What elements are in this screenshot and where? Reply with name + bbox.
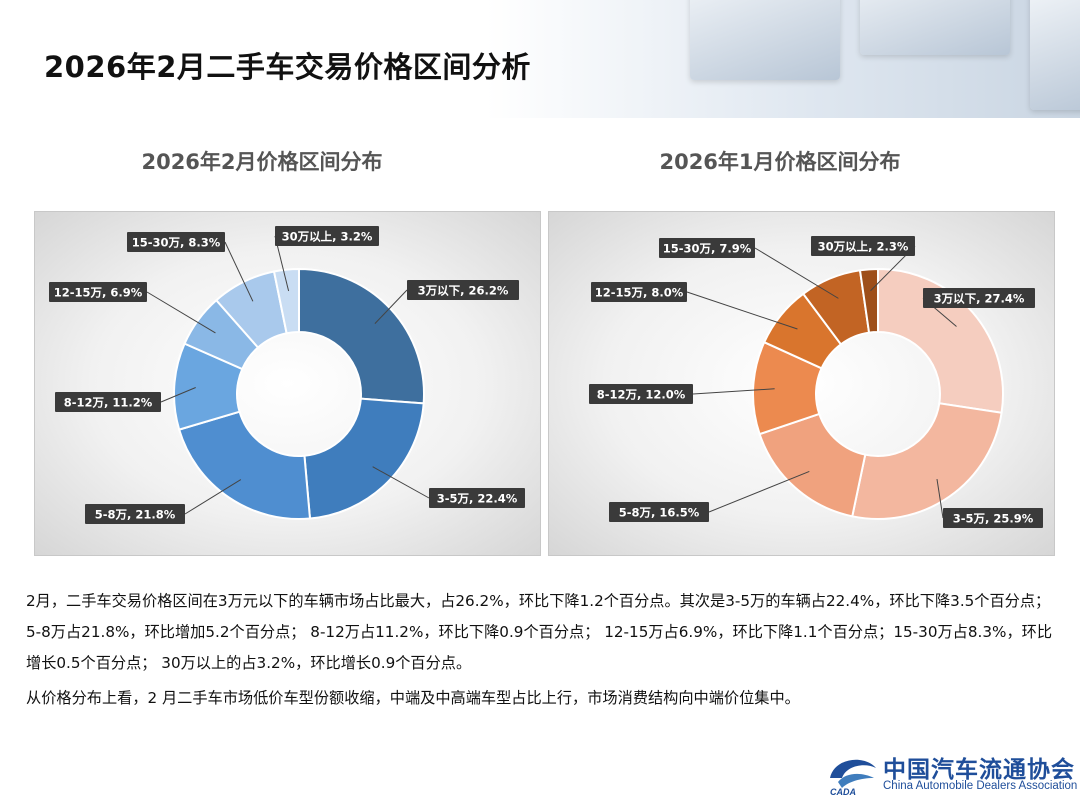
data-label-box <box>55 392 161 412</box>
logo-abbr: CADA <box>830 787 856 797</box>
chart-title-jan: 2026年1月价格区间分布 <box>659 150 901 174</box>
data-label-box <box>275 226 379 246</box>
chart-title-feb: 2026年2月价格区间分布 <box>141 150 383 174</box>
donut-slice <box>298 267 425 405</box>
data-label: 30万以上, 2.3% <box>818 240 909 254</box>
data-label-box <box>659 238 755 258</box>
cada-logo-icon <box>830 759 876 788</box>
data-label: 30万以上, 3.2% <box>282 230 373 244</box>
decorative-cube <box>860 0 1010 55</box>
leader-line <box>754 247 839 299</box>
data-label-box <box>591 282 687 302</box>
header-banner <box>0 0 1080 118</box>
data-label-box <box>127 232 225 252</box>
data-label: 5-8万, 21.8% <box>95 508 176 522</box>
data-label-box <box>429 488 525 508</box>
data-label: 12-15万, 8.0% <box>595 286 684 300</box>
data-label-box <box>407 280 519 300</box>
data-label: 5-8万, 16.5% <box>619 506 700 520</box>
analysis-paragraph: 从价格分布上看，2 月二手车市场低价车型份额收缩，中端及中高端车型占比上行，市场… <box>26 689 800 707</box>
data-label: 15-30万, 8.3% <box>132 236 221 250</box>
leader-line <box>374 289 408 324</box>
donut-slice <box>177 410 312 520</box>
analysis-text: 2月，二手车交易价格区间在3万元以下的车辆市场占比最大，占26.2%，环比下降1… <box>26 586 1058 714</box>
leader-line <box>224 241 254 302</box>
data-label-box <box>811 236 915 256</box>
leader-line <box>372 466 430 499</box>
analysis-paragraph: 2月，二手车交易价格区间在3万元以下的车辆市场占比最大，占26.2%，环比下降1… <box>26 592 1053 672</box>
footer-org-cn: 中国汽车流通协会 <box>883 756 1075 783</box>
data-label: 12-15万, 6.9% <box>54 286 143 300</box>
donut-chart-jan: 3万以下, 27.4% 3-5万, 25.9% 5-8万, 16.5% 8-12万, … <box>589 236 1043 528</box>
data-label: 15-30万, 7.9% <box>663 242 752 256</box>
chart-panel-feb: 3万以下, 26.2% 3-5万, 22.4% 5-8万, 21.8% 8-12万, … <box>34 211 541 556</box>
leader-line <box>936 478 944 519</box>
chart-panel-jan: 3万以下, 27.4% 3-5万, 25.9% 5-8万, 16.5% 8-12万, … <box>548 211 1055 556</box>
leader-line <box>686 291 798 330</box>
data-label: 3-5万, 25.9% <box>953 512 1034 526</box>
leader-line <box>184 479 242 515</box>
donut-chart-feb: 3万以下, 26.2% 3-5万, 22.4% 5-8万, 21.8% 8-12万, … <box>49 226 525 524</box>
data-label-box <box>85 504 185 524</box>
leader-line <box>146 291 216 334</box>
page-title: 2026年2月二手车交易价格区间分析 <box>44 50 531 84</box>
data-label: 3万以下, 26.2% <box>418 284 509 298</box>
data-label: 8-12万, 11.2% <box>64 396 153 410</box>
leader-line <box>692 388 775 395</box>
data-label: 3万以下, 27.4% <box>934 292 1025 306</box>
data-label-box <box>923 288 1035 308</box>
donut-slice <box>272 267 300 335</box>
donut-slice <box>303 397 425 520</box>
donut-slice <box>851 402 1003 520</box>
data-label-box <box>609 502 709 522</box>
leader-line <box>160 387 196 403</box>
data-label-box <box>943 508 1043 528</box>
leader-line <box>708 470 810 513</box>
data-label: 3-5万, 22.4% <box>437 492 518 506</box>
data-label: 8-12万, 12.0% <box>597 388 686 402</box>
decorative-cube <box>690 0 840 80</box>
donut-slice <box>858 267 879 334</box>
donut-slice <box>877 267 1004 414</box>
footer-org-en: China Automobile Dealers Association <box>883 780 1078 792</box>
data-label-box <box>49 282 147 302</box>
data-label-box <box>589 384 693 404</box>
decorative-cube <box>1030 0 1080 110</box>
